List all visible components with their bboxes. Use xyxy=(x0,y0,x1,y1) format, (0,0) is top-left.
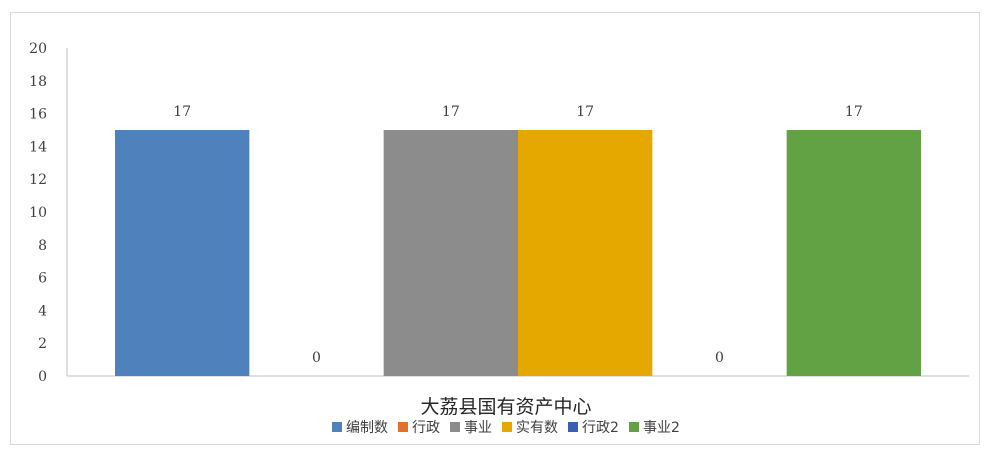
legend-item-4: 实有数 xyxy=(502,420,558,436)
data-label-6: 17 xyxy=(845,104,863,120)
legend-label: 编制数 xyxy=(346,420,388,436)
y-tick-label: 0 xyxy=(38,369,47,385)
legend-item-5: 行政2 xyxy=(568,420,619,436)
y-tick-label: 20 xyxy=(29,41,47,57)
data-labels: 17 0 17 17 0 17 xyxy=(173,104,862,366)
legend-swatch xyxy=(332,422,342,432)
chart-frame: 0 2 4 6 8 10 12 14 16 18 20 17 0 17 17 0 17 大荔县国有资产中心 编… xyxy=(10,12,980,445)
bar-chart: 0 2 4 6 8 10 12 14 16 18 20 17 0 17 17 0 17 大荔县国有资产中心 编… xyxy=(29,41,969,436)
legend-item-2: 行政 xyxy=(398,420,440,436)
legend-swatch xyxy=(450,422,460,432)
y-tick-label: 6 xyxy=(38,271,47,287)
y-tick-label: 2 xyxy=(38,336,47,352)
y-tick-label: 8 xyxy=(38,238,47,254)
legend-swatch xyxy=(568,422,578,432)
data-label-2: 0 xyxy=(312,350,321,366)
legend-swatch xyxy=(629,422,639,432)
legend-label: 实有数 xyxy=(516,420,558,436)
legend-label: 事业2 xyxy=(643,420,680,436)
y-tick-label: 12 xyxy=(29,172,47,188)
y-tick-label: 18 xyxy=(29,74,47,90)
legend-item-1: 编制数 xyxy=(332,420,388,436)
data-label-5: 0 xyxy=(715,350,724,366)
legend-label: 行政 xyxy=(412,420,440,436)
data-label-1: 17 xyxy=(173,104,191,120)
y-tick-label: 14 xyxy=(29,139,47,155)
legend-swatch xyxy=(502,422,512,432)
category-label: 大荔县国有资产中心 xyxy=(420,396,591,418)
legend-swatch xyxy=(398,422,408,432)
bar-1 xyxy=(115,130,250,376)
data-label-4: 17 xyxy=(576,104,594,120)
y-tick-label: 10 xyxy=(29,205,47,221)
data-label-3: 17 xyxy=(442,104,460,120)
legend-label: 事业 xyxy=(464,420,492,436)
bar-4 xyxy=(518,130,653,376)
bars xyxy=(115,130,921,376)
legend-label: 行政2 xyxy=(582,420,619,436)
legend-item-6: 事业2 xyxy=(629,420,680,436)
y-tick-label: 16 xyxy=(29,107,47,123)
legend-item-3: 事业 xyxy=(450,420,492,436)
legend: 编制数 行政 事业 实有数 行政2 事业2 xyxy=(332,420,680,436)
bar-6 xyxy=(786,130,921,376)
bar-3 xyxy=(383,130,518,376)
y-tick-label: 4 xyxy=(38,303,47,319)
category-axis: 大荔县国有资产中心 xyxy=(420,396,591,418)
